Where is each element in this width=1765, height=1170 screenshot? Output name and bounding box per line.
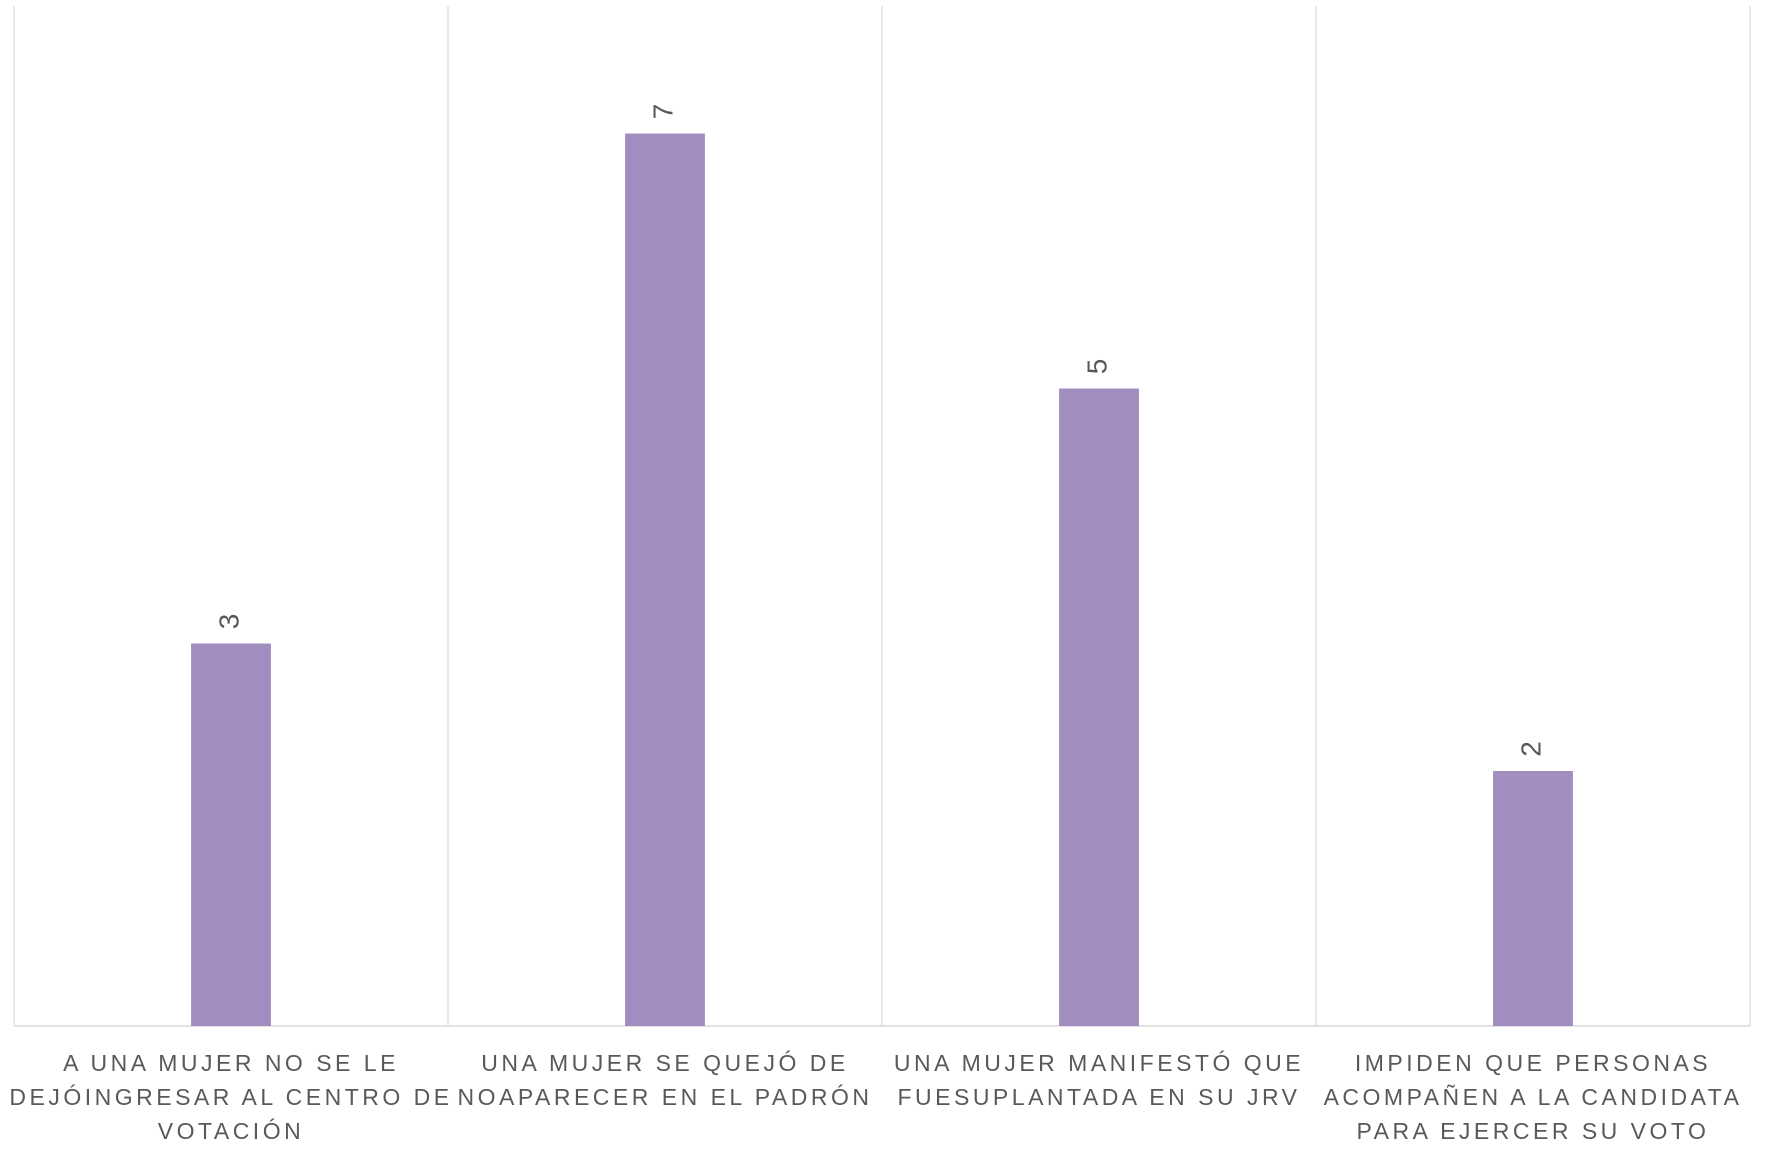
bar — [191, 643, 271, 1026]
bar — [1059, 388, 1139, 1026]
bar — [1493, 771, 1573, 1026]
bar — [625, 133, 705, 1026]
x-tick-label: IMPIDEN QUE PERSONAS ACOMPAÑEN A LA CAND… — [1323, 1050, 1743, 1144]
x-tick-label: UNA MUJER SE QUEJÓ DE NOAPARECER EN EL P… — [457, 1050, 873, 1110]
x-tick-label: A UNA MUJER NO SE LE DEJÓINGRESAR AL CEN… — [9, 1050, 453, 1144]
data-label: 2 — [1515, 741, 1546, 757]
x-tick-label: UNA MUJER MANIFESTÓ QUE FUESUPLANTADA EN… — [893, 1050, 1305, 1110]
data-label: 3 — [213, 614, 244, 630]
data-label: 5 — [1081, 359, 1112, 375]
data-label: 7 — [647, 104, 678, 120]
